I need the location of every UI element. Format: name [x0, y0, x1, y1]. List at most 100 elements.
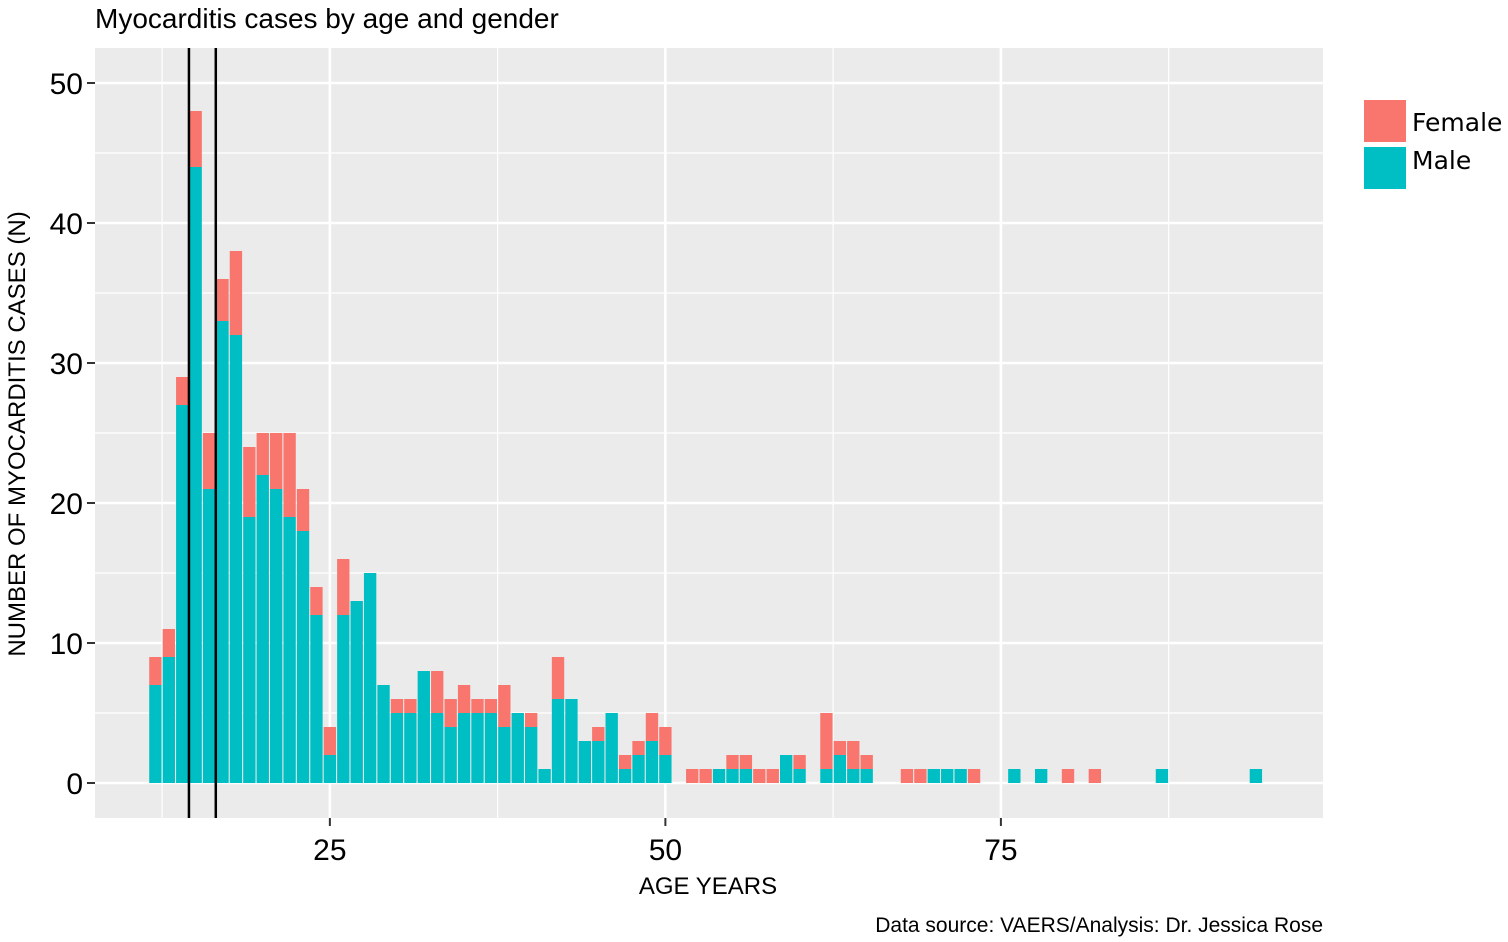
y-tick-label: 40 — [50, 208, 83, 241]
bar-male — [471, 713, 484, 783]
bar-male — [202, 489, 216, 783]
bar-female — [592, 727, 605, 741]
bar-male — [511, 713, 524, 783]
bar-female — [645, 713, 659, 741]
vertical-markers — [187, 48, 218, 818]
bar-male — [498, 727, 511, 783]
bar-male — [363, 573, 377, 783]
bar-female — [820, 713, 833, 769]
bar-female — [176, 377, 189, 405]
bar-male — [954, 769, 967, 783]
data-source-caption: Data source: VAERS/Analysis: Dr. Jessica… — [875, 914, 1323, 937]
bar-male — [243, 517, 256, 783]
bar-female — [216, 279, 229, 321]
bar-female — [390, 699, 404, 713]
bar-female — [229, 251, 243, 335]
bar-female — [686, 769, 699, 783]
bar-female — [753, 769, 766, 783]
bar-male — [323, 755, 337, 783]
bar-male — [927, 769, 940, 783]
bar-male — [149, 685, 162, 783]
bar-male — [1008, 769, 1021, 783]
bar-male — [779, 755, 793, 783]
bar-female — [766, 769, 779, 783]
bar-female — [270, 433, 283, 489]
bar-male — [712, 769, 726, 783]
bar-female — [793, 755, 806, 769]
bar-male — [525, 727, 538, 783]
bar-male — [1034, 769, 1048, 783]
bar-female — [337, 559, 350, 615]
bar-male — [632, 755, 645, 783]
legend: Female Male — [1364, 100, 1502, 189]
bar-female — [444, 699, 457, 727]
bar-male — [565, 699, 578, 783]
bar-male — [189, 167, 202, 783]
bar-female — [283, 433, 296, 517]
bar-male — [860, 769, 873, 783]
bar-female — [914, 769, 927, 783]
bar-male — [484, 713, 498, 783]
bar-female — [202, 433, 216, 489]
bar-male — [1249, 769, 1263, 783]
legend-label-female: Female — [1412, 108, 1502, 137]
bar-male — [592, 741, 605, 783]
bar-female — [484, 699, 498, 713]
bar-female — [149, 657, 162, 685]
bar-male — [404, 713, 417, 783]
bar-female — [310, 587, 323, 615]
y-tick-label: 50 — [50, 68, 83, 101]
bar-female — [498, 685, 511, 727]
bar-male — [162, 657, 175, 783]
bar-female — [471, 699, 484, 713]
bar-female — [525, 713, 538, 727]
bar-female — [551, 657, 565, 699]
bar-female — [323, 727, 337, 755]
bar-male — [578, 741, 592, 783]
bar-female — [967, 769, 981, 783]
bars — [149, 111, 1263, 783]
bar-male — [431, 713, 444, 783]
x-axis-label: AGE YEARS — [639, 873, 777, 900]
bar-male — [444, 727, 457, 783]
chart-title: Myocarditis cases by age and gender — [95, 3, 559, 34]
bar-female — [699, 769, 712, 783]
bar-male — [310, 615, 323, 783]
bar-male — [820, 769, 833, 783]
bar-female — [726, 755, 739, 769]
legend-key-male — [1364, 147, 1406, 189]
bar-male — [605, 713, 618, 783]
bar-female — [1061, 769, 1075, 783]
bar-female — [404, 699, 417, 713]
y-axis-label: NUMBER OF MYOCARDITIS CASES (N) — [4, 211, 31, 656]
bar-male — [659, 755, 672, 783]
bar-male — [941, 769, 954, 783]
bar-female — [1088, 769, 1102, 783]
bar-male — [847, 769, 860, 783]
bar-male — [538, 769, 551, 783]
bar-male — [229, 335, 243, 783]
bar-female — [833, 741, 847, 755]
bar-male — [551, 699, 565, 783]
bar-female — [860, 755, 873, 769]
bar-male — [726, 769, 739, 783]
bar-male — [377, 685, 390, 783]
bar-male — [350, 601, 363, 783]
bar-female — [457, 685, 471, 713]
bar-male — [296, 531, 310, 783]
bar-female — [847, 741, 860, 769]
x-tick-label: 50 — [649, 834, 682, 867]
bar-male — [176, 405, 189, 783]
x-tick-label: 75 — [984, 834, 1017, 867]
bar-female — [659, 727, 672, 755]
bar-male — [618, 769, 632, 783]
bar-female — [189, 111, 202, 167]
bar-male — [256, 475, 269, 783]
y-tick-label: 0 — [66, 768, 83, 801]
bar-male — [833, 755, 847, 783]
y-tick-label: 10 — [50, 628, 83, 661]
x-tick-label: 25 — [313, 834, 346, 867]
x-axis-ticks: 25 50 75 — [313, 818, 1018, 867]
y-tick-label: 30 — [50, 348, 83, 381]
